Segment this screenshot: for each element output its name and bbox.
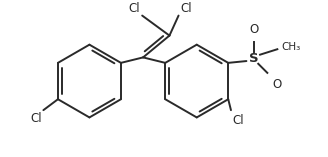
- Text: O: O: [272, 78, 281, 91]
- Text: Cl: Cl: [233, 114, 244, 127]
- Text: Cl: Cl: [180, 2, 192, 15]
- Text: CH₃: CH₃: [281, 42, 300, 52]
- Text: S: S: [249, 52, 258, 65]
- Text: O: O: [249, 24, 258, 36]
- Text: Cl: Cl: [129, 2, 140, 15]
- Text: Cl: Cl: [30, 112, 42, 125]
